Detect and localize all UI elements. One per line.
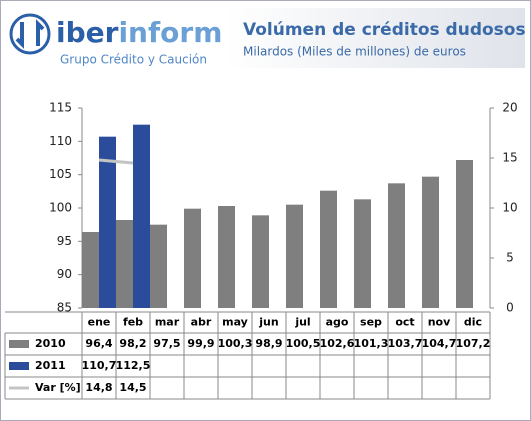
legend-label: 2010 (35, 337, 66, 350)
bar (320, 190, 337, 308)
bar (150, 224, 167, 308)
value-label: 107,2 (456, 337, 491, 350)
y2-tick-label: 0 (506, 301, 514, 315)
y-tick-label: 95 (57, 234, 72, 248)
bar (456, 160, 473, 308)
y-tick-label: 85 (57, 301, 72, 315)
bar (422, 176, 439, 308)
bar (218, 206, 235, 308)
value-label: 103,7 (388, 337, 423, 350)
logo-icon (9, 13, 51, 55)
value-label: 98,2 (119, 337, 146, 350)
legend-swatch (9, 362, 29, 370)
value-label: 100,5 (286, 337, 321, 350)
value-label: 104,7 (422, 337, 457, 350)
chart-title: Volúmen de créditos dudosos (243, 20, 526, 40)
legend-swatch (9, 340, 29, 348)
x-tick-label: mar (155, 316, 180, 329)
y-tick-label: 115 (49, 101, 72, 115)
value-label: 112,5 (116, 359, 151, 372)
bar (116, 220, 133, 308)
bar (184, 208, 201, 308)
x-tick-label: abr (191, 316, 212, 329)
value-label: 96,4 (85, 337, 112, 350)
x-tick-label: nov (428, 316, 451, 329)
y-tick-label: 90 (57, 267, 72, 281)
legend-label: 2011 (35, 359, 66, 372)
value-label: 14,5 (119, 381, 146, 394)
value-label: 99,9 (187, 337, 214, 350)
x-tick-label: jun (258, 316, 278, 329)
value-label: 98,9 (255, 337, 282, 350)
x-tick-label: oct (395, 316, 414, 329)
x-tick-label: dic (464, 316, 482, 329)
x-tick-label: ago (326, 316, 349, 329)
header-band (225, 8, 525, 68)
value-label: 100,3 (218, 337, 253, 350)
x-tick-label: sep (360, 316, 382, 329)
logo-iber: iber (56, 16, 119, 49)
y2-tick-label: 20 (502, 101, 517, 115)
bar (388, 183, 405, 308)
bar (82, 232, 99, 308)
x-tick-label: ene (88, 316, 111, 329)
bar (252, 215, 269, 308)
logo: iberinform (56, 16, 222, 49)
x-tick-label: may (222, 316, 248, 329)
x-tick-label: jul (294, 316, 310, 329)
bar (354, 199, 371, 308)
y2-tick-label: 10 (502, 201, 517, 215)
y2-tick-label: 5 (506, 251, 514, 265)
value-label: 14,8 (85, 381, 112, 394)
legend-label: Var [%] (35, 381, 81, 394)
chart-subtitle: Milardos (Miles de millones) de euros (243, 45, 466, 59)
bar (286, 204, 303, 308)
y2-tick-label: 15 (502, 151, 517, 165)
value-label: 97,5 (153, 337, 180, 350)
value-label: 101,3 (354, 337, 389, 350)
value-label: 110,7 (82, 359, 117, 372)
y-tick-label: 100 (49, 201, 72, 215)
x-tick-label: feb (123, 316, 143, 329)
tagline: Grupo Crédito y Caución (60, 53, 207, 67)
bar (99, 136, 116, 308)
bar (133, 124, 150, 309)
value-label: 102,6 (320, 337, 355, 350)
y-tick-label: 105 (49, 167, 72, 181)
line (98, 158, 134, 165)
y-tick-label: 110 (49, 134, 72, 148)
logo-inform: inform (118, 16, 222, 49)
